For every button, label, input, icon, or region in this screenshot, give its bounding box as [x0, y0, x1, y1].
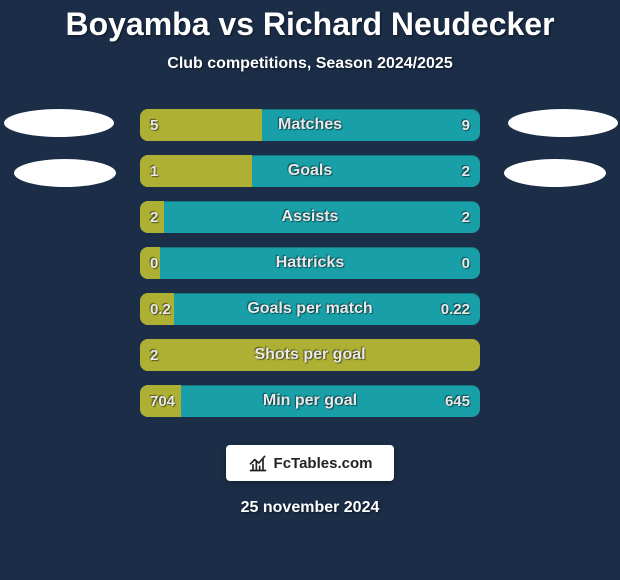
player2-avatar-placeholder	[508, 109, 618, 137]
stat-label: Min per goal	[140, 385, 480, 417]
page-title: Boyamba vs Richard Neudecker	[65, 6, 554, 43]
stat-right-value: 2	[462, 201, 470, 233]
chart-icon	[248, 453, 268, 473]
stat-label: Hattricks	[140, 247, 480, 279]
player1-name: Boyamba	[65, 6, 209, 42]
stat-label: Goals	[140, 155, 480, 187]
stat-label: Assists	[140, 201, 480, 233]
stats-section: 5Matches91Goals22Assists20Hattricks00.2G…	[0, 109, 620, 431]
stat-label: Matches	[140, 109, 480, 141]
stat-label: Shots per goal	[140, 339, 480, 371]
stat-right-value: 2	[462, 155, 470, 187]
stat-bar: 2Assists2	[140, 201, 480, 233]
stat-bar: 1Goals2	[140, 155, 480, 187]
stat-bar: 704Min per goal645	[140, 385, 480, 417]
stat-right-value: 0.22	[441, 293, 470, 325]
stat-bar: 5Matches9	[140, 109, 480, 141]
stat-right-value: 9	[462, 109, 470, 141]
player2-name: Richard Neudecker	[263, 6, 555, 42]
stat-bar: 0Hattricks0	[140, 247, 480, 279]
player1-avatar-placeholder	[4, 109, 114, 137]
date-label: 25 november 2024	[241, 499, 380, 517]
subtitle: Club competitions, Season 2024/2025	[167, 55, 452, 73]
stat-label: Goals per match	[140, 293, 480, 325]
source-badge: FcTables.com	[226, 445, 395, 481]
stat-right-value: 645	[445, 385, 470, 417]
stat-bar: 2Shots per goal	[140, 339, 480, 371]
player1-logo-placeholder	[14, 159, 116, 187]
vs-label: vs	[218, 6, 254, 42]
stat-bar: 0.2Goals per match0.22	[140, 293, 480, 325]
player2-logo-placeholder	[504, 159, 606, 187]
source-text: FcTables.com	[274, 455, 373, 472]
stat-right-value: 0	[462, 247, 470, 279]
